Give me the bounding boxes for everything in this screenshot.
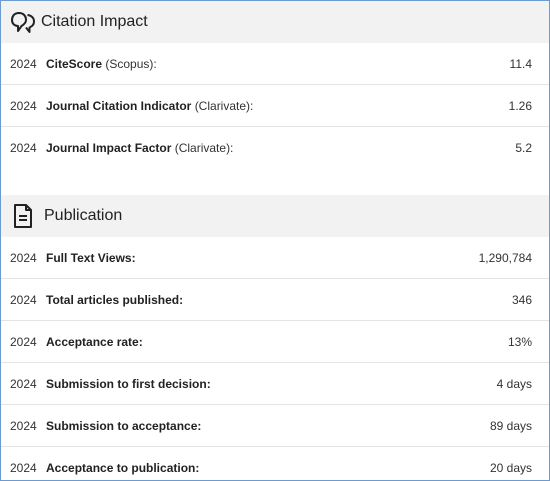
metric-year: 2024 [10, 292, 37, 307]
metric-source: (Scopus): [105, 56, 157, 71]
publication-list: 2024 Full Text Views: 1,290,784 2024 Tot… [1, 237, 549, 480]
metric-row-acceptance-rate: 2024 Acceptance rate: 13% [1, 321, 549, 363]
metric-name: Submission to acceptance: [46, 418, 202, 433]
section-spacer [1, 168, 549, 195]
metric-row-to-publication: 2024 Acceptance to publication: 20 days [1, 447, 549, 480]
metric-name: Journal Impact Factor [46, 140, 172, 155]
metric-name: Full Text Views: [46, 250, 136, 265]
metric-label: Submission to first decision: [46, 377, 497, 391]
metric-row-first-decision: 2024 Submission to first decision: 4 day… [1, 363, 549, 405]
metric-source: (Clarivate): [194, 98, 254, 113]
metric-value: 4 days [496, 376, 532, 391]
citation-impact-header: Citation Impact [1, 1, 549, 43]
metric-year: 2024 [10, 250, 37, 265]
metric-year: 2024 [10, 460, 37, 475]
metric-name: Acceptance rate: [46, 334, 143, 349]
metric-name: Journal Citation Indicator [46, 98, 192, 113]
metric-value: 1,290,784 [478, 250, 532, 265]
document-icon [9, 202, 37, 230]
section-title: Publication [44, 207, 123, 224]
metric-year: 2024 [10, 56, 37, 71]
metric-value: 5.2 [515, 140, 532, 155]
metric-year: 2024 [10, 376, 37, 391]
metric-year: 2024 [10, 334, 37, 349]
metric-name: Acceptance to publication: [46, 460, 200, 475]
metric-label: Total articles published: [46, 293, 512, 307]
metric-label: Acceptance rate: [46, 335, 508, 349]
metric-value: 20 days [489, 460, 532, 475]
metric-row-citescore: 2024 CiteScore (Scopus): 11.4 [1, 43, 549, 85]
metric-name: Submission to first decision: [46, 376, 211, 391]
metric-label: CiteScore (Scopus): [46, 57, 510, 71]
metric-name: Total articles published: [46, 292, 184, 307]
metric-value: 89 days [489, 418, 532, 433]
metric-label: Journal Citation Indicator (Clarivate): [46, 99, 509, 113]
metric-row-jif: 2024 Journal Impact Factor (Clarivate): … [1, 127, 549, 168]
metric-value: 11.4 [509, 56, 532, 71]
metric-source: (Clarivate): [174, 140, 234, 155]
metric-value: 346 [511, 292, 532, 307]
metric-row-views: 2024 Full Text Views: 1,290,784 [1, 237, 549, 279]
quote-icon [9, 8, 37, 36]
metric-year: 2024 [10, 140, 37, 155]
metric-label: Acceptance to publication: [46, 461, 490, 475]
metric-value: 1.26 [508, 98, 532, 113]
citation-impact-list: 2024 CiteScore (Scopus): 11.4 2024 Journ… [1, 43, 549, 168]
metric-name: CiteScore [46, 56, 103, 71]
section-title: Citation Impact [41, 13, 148, 30]
metric-label: Journal Impact Factor (Clarivate): [46, 141, 515, 155]
metric-value: 13% [507, 334, 532, 349]
metric-row-articles: 2024 Total articles published: 346 [1, 279, 549, 321]
metric-label: Submission to acceptance: [46, 419, 490, 433]
metric-label: Full Text Views: [46, 251, 479, 265]
metric-row-to-acceptance: 2024 Submission to acceptance: 89 days [1, 405, 549, 447]
metric-year: 2024 [10, 98, 37, 113]
metric-row-jci: 2024 Journal Citation Indicator (Clariva… [1, 85, 549, 127]
metric-year: 2024 [10, 418, 37, 433]
publication-header: Publication [1, 195, 549, 237]
